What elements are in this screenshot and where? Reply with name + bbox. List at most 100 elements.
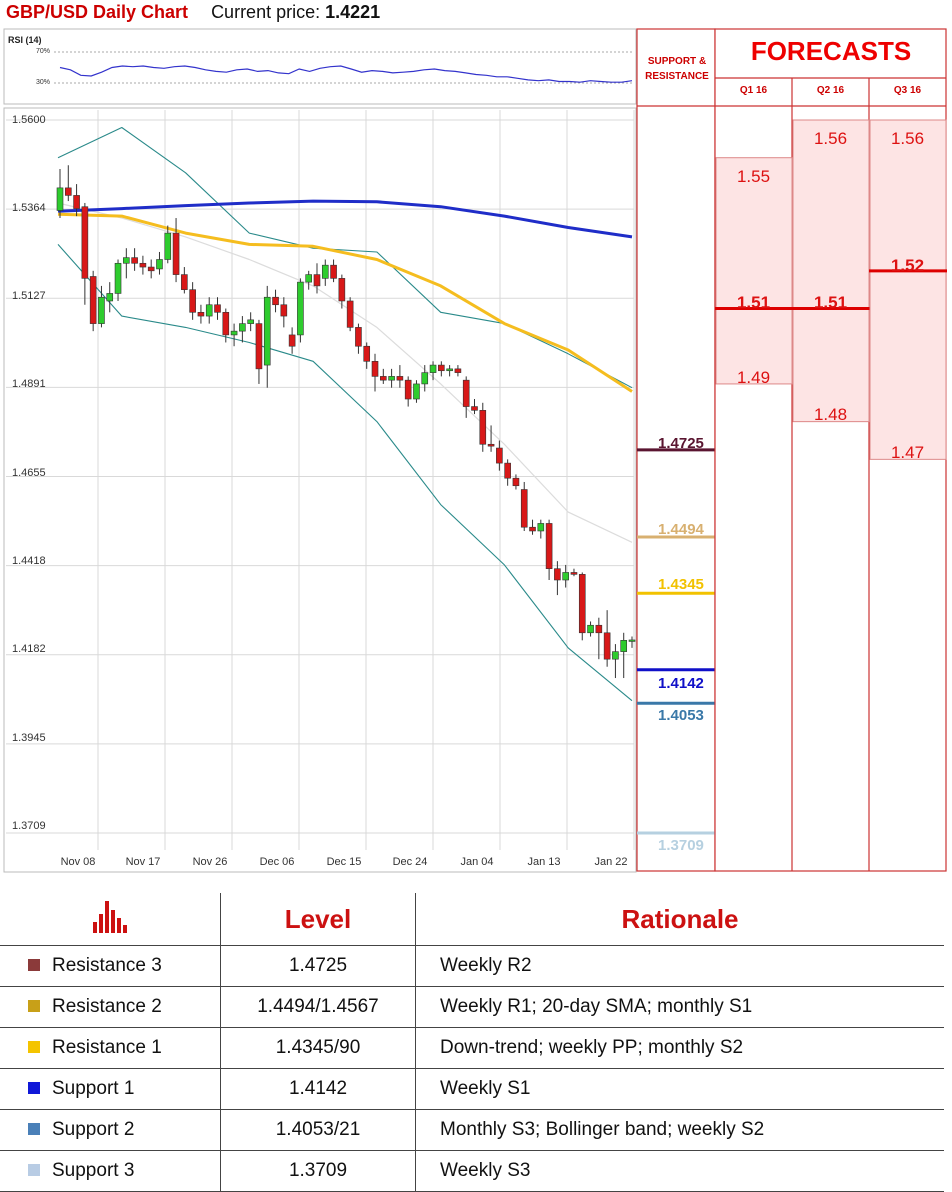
table-row: Resistance 2 1.4494/1.4567 Weekly R1; 20…: [0, 986, 944, 1028]
candle-body: [106, 293, 114, 302]
candle-body: [255, 323, 263, 370]
candle-body: [363, 345, 371, 362]
level-rationale: Down-trend; weekly PP; monthly S2: [415, 1027, 944, 1069]
forecast-range-box: [792, 119, 870, 423]
candle-body: [64, 187, 72, 196]
candle-body: [355, 327, 362, 347]
x-tick-label: Jan 22: [594, 856, 628, 868]
bollinger-lower-line: [57, 244, 633, 702]
candle-body: [380, 376, 387, 381]
x-tick-label: Nov 17: [125, 856, 161, 868]
rsi-line: [59, 65, 633, 83]
candle-body: [272, 296, 279, 306]
levels-table: Level Rationale Resistance 3 1.4725 Week…: [0, 893, 944, 1192]
candle-body: [230, 330, 238, 336]
level-value: 1.4494/1.4567: [220, 986, 416, 1028]
candle-body: [462, 379, 470, 407]
sr-level-label: 1.4053: [658, 707, 704, 724]
candle-body: [628, 639, 636, 642]
level-color-swatch: [28, 1000, 40, 1012]
candle-body: [587, 624, 594, 634]
candle-body: [338, 278, 346, 302]
forecast-low: 1.47: [890, 443, 925, 462]
bar-chart-icon: [93, 900, 127, 933]
level-value: 1.4725: [220, 945, 416, 987]
level-color-swatch: [28, 1164, 40, 1176]
candle-body: [479, 410, 487, 445]
level-value: 1.4142: [220, 1068, 416, 1110]
candle-body: [172, 232, 180, 275]
sr-level-label: 1.4494: [658, 521, 704, 538]
forecasts-title: FORECASTS: [750, 36, 912, 66]
forecast-range-box: [715, 157, 793, 385]
candle-body: [81, 206, 89, 279]
candle-body: [313, 274, 321, 287]
price-panel-frame: [3, 107, 637, 873]
candle-body: [247, 319, 254, 324]
forecast-mid: 1.51: [813, 293, 848, 312]
candle-body: [537, 523, 545, 532]
candle-body: [330, 264, 337, 279]
rsi-panel-frame: [3, 28, 637, 105]
candle-body: [346, 300, 354, 328]
candle-body: [131, 257, 138, 264]
level-name-cell: Support 1: [0, 1068, 221, 1110]
candle-body: [239, 323, 246, 332]
candle-body: [512, 477, 520, 487]
y-tick-label: 1.4655: [12, 467, 46, 479]
level-name-cell: Resistance 2: [0, 986, 221, 1028]
candle-body: [98, 296, 105, 324]
rsi-level-30: 30%: [36, 79, 51, 86]
candle-body: [56, 187, 64, 211]
x-tick-label: Jan 04: [460, 856, 494, 868]
level-color-swatch: [28, 959, 40, 971]
sr-level-label: 1.3709: [658, 837, 704, 854]
x-tick-label: Nov 08: [60, 856, 96, 868]
forecast-range-box: [869, 119, 947, 460]
sr-level-label: 1.4345: [658, 576, 704, 593]
candle-body: [446, 368, 453, 372]
candle-body: [421, 372, 429, 385]
candle-body: [388, 376, 395, 381]
sr-level-label: 1.4725: [658, 435, 704, 452]
bollinger-upper-line: [57, 126, 633, 389]
candle-body: [570, 572, 578, 575]
y-tick-label: 1.3945: [12, 732, 46, 744]
candle-body: [139, 262, 147, 268]
candle-body: [114, 262, 122, 294]
candle-body: [164, 232, 172, 260]
candle-body: [520, 489, 528, 528]
current-price-label: Current price:: [211, 2, 321, 22]
x-tick-label: Dec 15: [326, 856, 362, 868]
current-price-value: 1.4221: [325, 2, 381, 22]
candle-body: [612, 651, 619, 660]
y-tick-label: 1.4182: [12, 643, 46, 655]
level-name-cell: Resistance 1: [0, 1027, 221, 1069]
forecast-high: 1.56: [813, 129, 848, 148]
candle-body: [454, 368, 462, 373]
forecast-quarter-label: Q3 16: [893, 85, 922, 96]
level-rationale: Weekly S1: [415, 1068, 944, 1110]
x-tick-label: Nov 26: [192, 856, 228, 868]
level-color-swatch: [28, 1041, 40, 1053]
candle-body: [297, 281, 304, 336]
candle-body: [181, 274, 188, 290]
x-tick-label: Dec 24: [392, 856, 428, 868]
chart-canvas: [3, 28, 947, 873]
candle-body: [73, 195, 80, 209]
y-tick-label: 1.5127: [12, 290, 46, 302]
candle-body: [280, 304, 288, 317]
forecast-low: 1.48: [813, 405, 848, 424]
sr-level-label: 1.4142: [658, 675, 704, 692]
forecast-high: 1.55: [736, 167, 771, 186]
candle-body: [413, 383, 420, 400]
chart-header: GBP/USD Daily Chart Current price: 1.422…: [6, 2, 380, 26]
table-header-row: Level Rationale: [0, 893, 944, 946]
level-name-cell: Resistance 3: [0, 945, 221, 987]
candle-body: [396, 376, 404, 381]
rsi-level-70: 70%: [36, 48, 51, 55]
candle-body: [504, 462, 511, 479]
level-value: 1.3709: [220, 1150, 416, 1192]
candle-body: [429, 364, 437, 373]
table-row: Resistance 3 1.4725 Weekly R2: [0, 945, 944, 987]
